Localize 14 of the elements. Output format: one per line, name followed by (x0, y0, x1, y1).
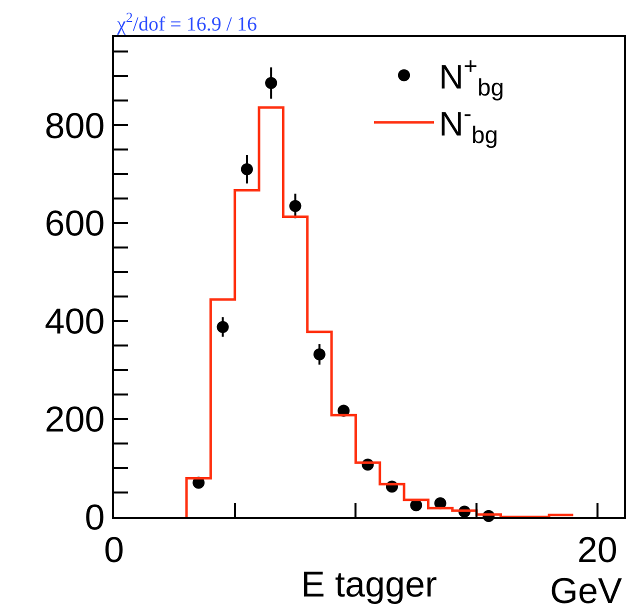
y-tick-label: 400 (44, 300, 105, 342)
y-tick-label: 0 (84, 496, 105, 538)
y-tick-label: 800 (44, 104, 105, 146)
point (313, 348, 326, 360)
text: χ$^{2}$/dof = 16.9 / 16 (116, 11, 257, 36)
point (216, 320, 229, 333)
y-tick-label: 200 (44, 398, 105, 440)
point (289, 200, 302, 212)
text: GeV (550, 570, 622, 611)
y-tick-label: 600 (44, 202, 105, 244)
x-axis-title: E tagger (300, 563, 438, 604)
point (240, 163, 253, 176)
point (265, 77, 278, 90)
x-tick-label: 20 (577, 529, 618, 570)
